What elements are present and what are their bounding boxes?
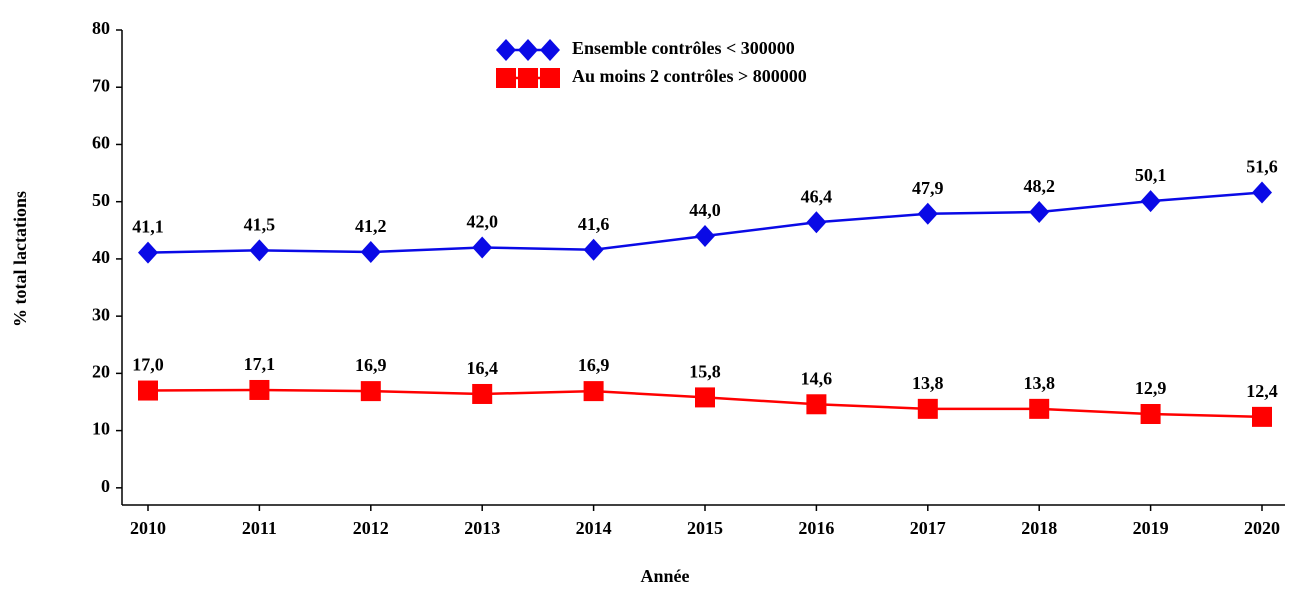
marker <box>1029 398 1050 419</box>
marker <box>540 68 560 88</box>
data-label: 13,8 <box>1023 373 1055 393</box>
marker <box>583 381 604 402</box>
y-tick-label: 30 <box>92 304 110 324</box>
marker <box>249 379 270 400</box>
legend-label: Au moins 2 contrôles > 800000 <box>572 66 807 86</box>
marker <box>518 68 538 88</box>
data-label: 15,8 <box>689 362 721 382</box>
marker <box>1140 404 1161 425</box>
marker <box>138 241 158 264</box>
marker <box>806 211 827 234</box>
x-tick-label: 2013 <box>464 518 500 538</box>
marker <box>138 380 158 401</box>
data-label: 12,9 <box>1135 378 1167 398</box>
marker <box>1252 181 1272 204</box>
data-label: 12,4 <box>1246 381 1278 401</box>
data-label: 41,6 <box>578 214 610 234</box>
marker <box>1252 406 1272 427</box>
y-tick-label: 50 <box>92 190 110 210</box>
x-tick-label: 2017 <box>910 518 946 538</box>
y-tick-label: 70 <box>92 75 110 95</box>
data-label: 16,9 <box>355 355 387 375</box>
marker <box>1140 190 1161 213</box>
x-tick-label: 2012 <box>353 518 389 538</box>
data-label: 44,0 <box>689 200 721 220</box>
x-tick-label: 2010 <box>130 518 166 538</box>
y-tick-label: 40 <box>92 247 110 267</box>
data-label: 41,1 <box>132 217 164 237</box>
marker <box>583 238 604 261</box>
x-tick-label: 2020 <box>1244 518 1280 538</box>
x-tick-label: 2015 <box>687 518 723 538</box>
marker <box>806 394 827 415</box>
data-label: 16,9 <box>578 355 610 375</box>
data-label: 46,4 <box>801 186 833 206</box>
y-tick-label: 0 <box>101 476 110 496</box>
data-label: 42,0 <box>466 212 498 232</box>
marker <box>917 398 938 419</box>
data-label: 41,2 <box>355 216 387 236</box>
marker <box>540 39 560 61</box>
x-axis-title: Année <box>641 566 690 586</box>
y-tick-label: 80 <box>92 18 110 38</box>
x-tick-label: 2019 <box>1133 518 1169 538</box>
data-label: 14,6 <box>801 368 833 388</box>
marker <box>496 39 516 61</box>
data-label: 48,2 <box>1023 176 1055 196</box>
y-tick-label: 10 <box>92 419 110 439</box>
marker <box>472 236 493 259</box>
legend-label: Ensemble contrôles < 300000 <box>572 38 795 58</box>
data-label: 17,1 <box>244 354 276 374</box>
data-label: 13,8 <box>912 373 944 393</box>
marker <box>695 387 715 408</box>
x-tick-label: 2016 <box>798 518 834 538</box>
y-tick-label: 60 <box>92 133 110 153</box>
x-tick-label: 2011 <box>242 518 277 538</box>
data-label: 17,0 <box>132 355 164 375</box>
marker <box>695 225 715 248</box>
marker <box>249 239 270 262</box>
data-label: 41,5 <box>244 214 276 234</box>
data-label: 16,4 <box>466 358 498 378</box>
marker <box>472 383 493 404</box>
y-tick-label: 20 <box>92 361 110 381</box>
data-label: 51,6 <box>1246 157 1278 177</box>
marker <box>917 202 938 225</box>
x-tick-label: 2018 <box>1021 518 1057 538</box>
marker <box>360 381 381 402</box>
data-label: 50,1 <box>1135 165 1167 185</box>
data-label: 47,9 <box>912 178 944 198</box>
marker <box>360 241 381 264</box>
x-tick-label: 2014 <box>576 518 612 538</box>
marker <box>496 68 516 88</box>
y-axis-title: % total lactations <box>10 191 30 327</box>
marker <box>1029 200 1050 223</box>
marker <box>518 39 538 61</box>
